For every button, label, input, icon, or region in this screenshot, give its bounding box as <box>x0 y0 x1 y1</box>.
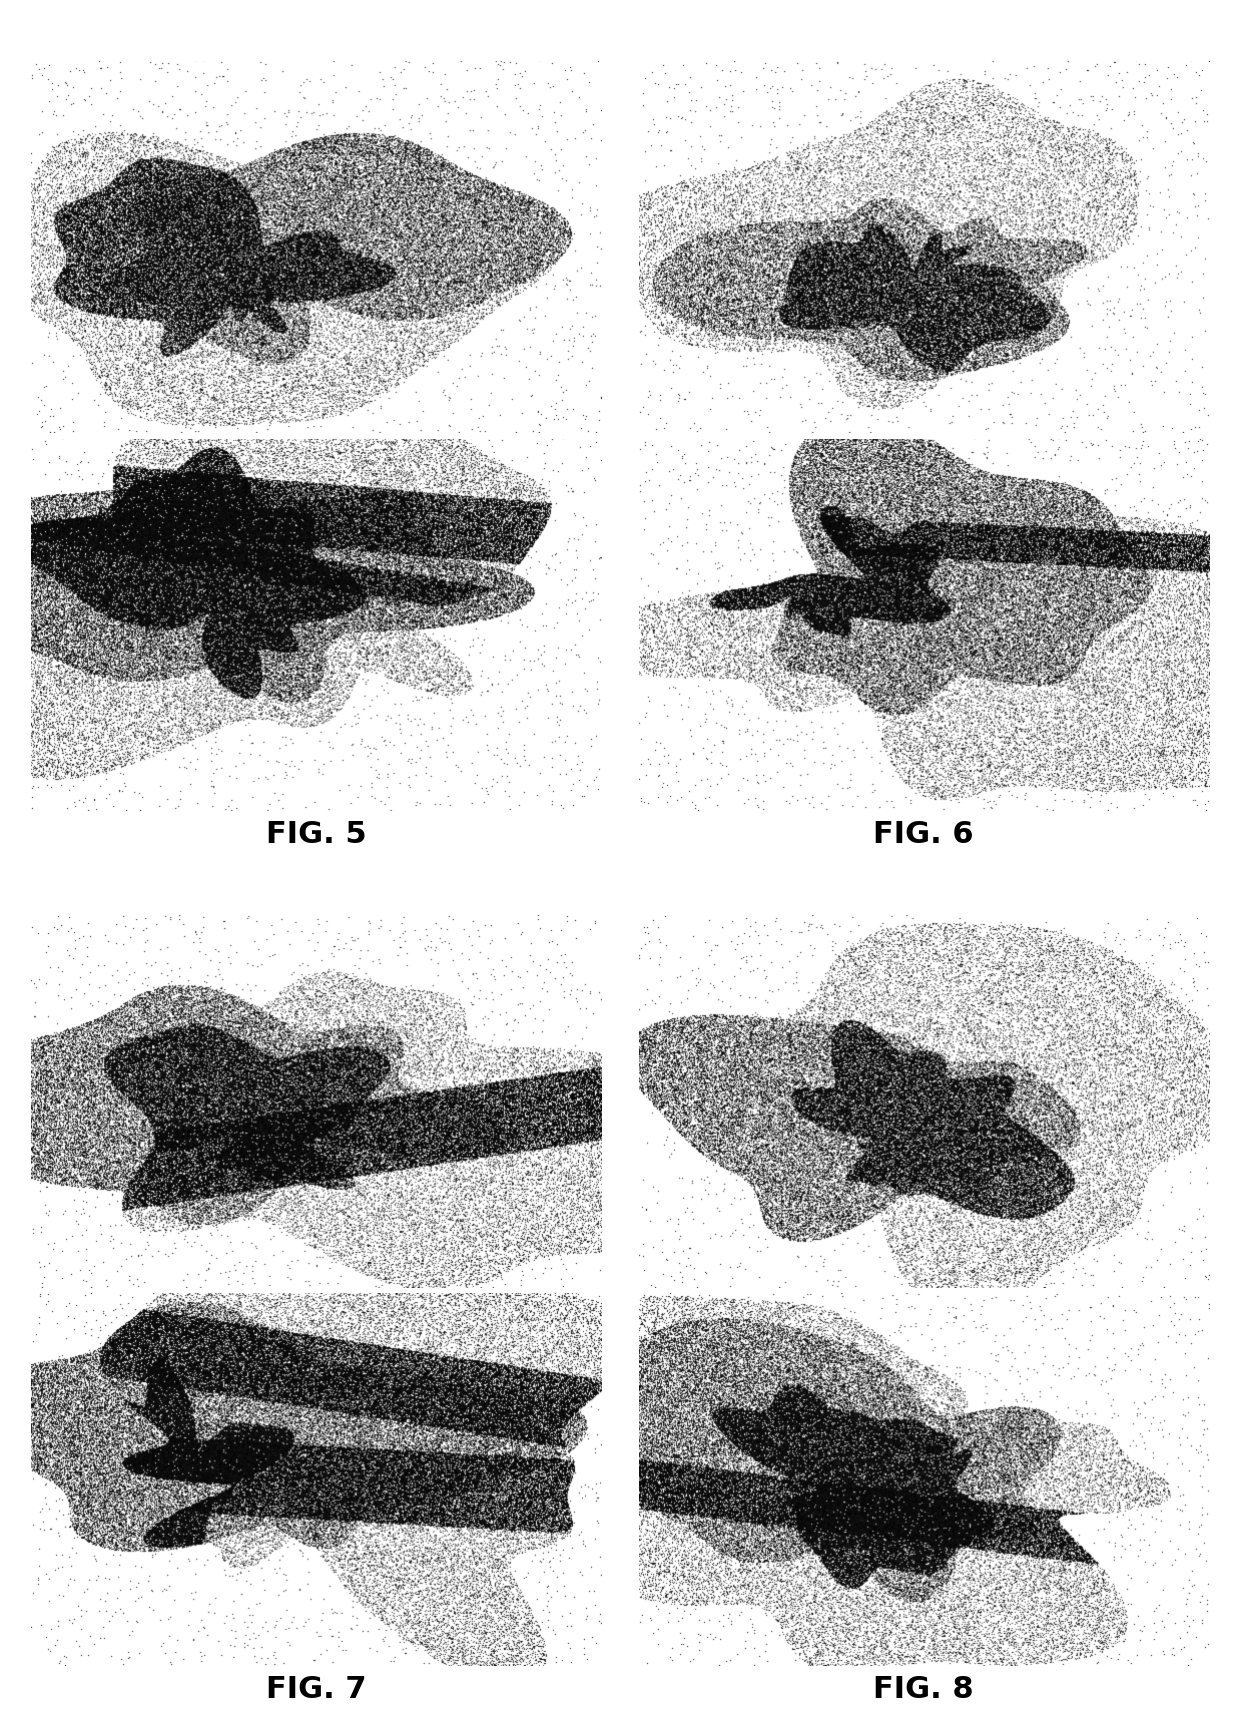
Text: FIG. 8: FIG. 8 <box>873 1674 975 1704</box>
Text: FIG. 6: FIG. 6 <box>873 821 975 850</box>
Text: FIG. 7: FIG. 7 <box>265 1674 367 1704</box>
Text: FIG. 5: FIG. 5 <box>265 821 367 850</box>
